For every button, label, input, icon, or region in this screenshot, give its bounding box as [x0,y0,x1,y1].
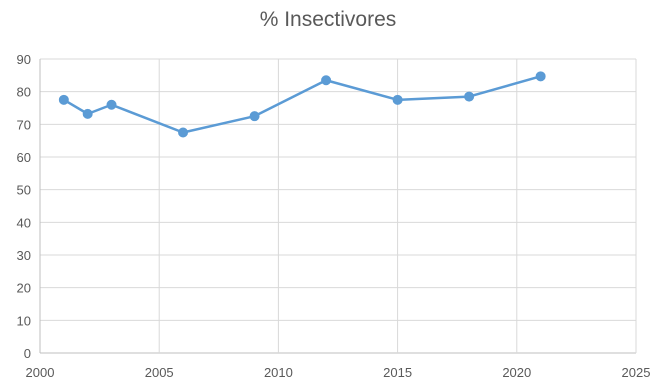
y-tick-label: 60 [17,150,31,165]
y-tick-label: 20 [17,281,31,296]
y-tick-label: 90 [17,52,31,67]
x-tick-label: 2010 [264,365,293,380]
y-tick-label: 10 [17,313,31,328]
chart-title: % Insectivores [259,8,397,31]
y-tick-label: 40 [17,215,31,230]
data-point [106,99,117,110]
x-tick-label: 2000 [26,365,55,380]
x-tick-label: 2015 [383,365,412,380]
y-tick-label: 30 [17,248,31,263]
data-point [249,111,260,122]
y-tick-label: 80 [17,85,31,100]
data-point [392,94,403,105]
x-tick-label: 2025 [622,365,651,380]
y-tick-label: 50 [17,183,31,198]
data-point [535,71,546,82]
x-tick-label: 2005 [145,365,174,380]
y-tick-label: 0 [24,346,31,361]
data-point [464,91,475,102]
y-tick-label: 70 [17,117,31,132]
data-point [178,127,189,138]
data-point [321,75,332,86]
data-point [82,108,93,119]
x-tick-label: 2020 [502,365,531,380]
data-point [58,94,69,105]
